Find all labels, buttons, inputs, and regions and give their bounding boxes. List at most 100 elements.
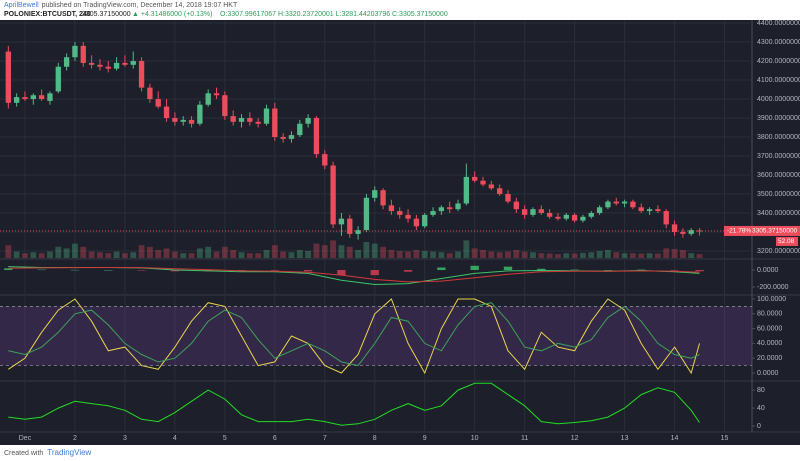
volume-bar [421, 250, 428, 258]
y-tick-label: 0 [757, 423, 761, 430]
volume-bar [446, 253, 453, 258]
volume-bar [230, 250, 237, 258]
candle-body [272, 108, 278, 138]
volume-bar [113, 251, 120, 258]
candle-body [413, 218, 420, 227]
y-tick-label: 4400.00000000 [757, 20, 800, 27]
volume-bar [105, 253, 112, 258]
histogram-bar [603, 270, 613, 271]
histogram-bar [70, 269, 80, 271]
x-tick-label: 14 [671, 435, 679, 442]
candle-body [355, 230, 361, 234]
volume-bar [388, 250, 395, 258]
author[interactable]: AprilBewell [4, 2, 39, 9]
y-tick-label: 3200.00000000 [757, 248, 800, 255]
indicator-line [8, 266, 700, 283]
price-tag-box [724, 225, 800, 236]
x-tick-label: 15 [721, 435, 729, 442]
volume-bar [205, 246, 212, 258]
candle-body [605, 201, 611, 208]
x-tick-label: 7 [323, 435, 327, 442]
volume-bar [463, 240, 470, 258]
volume-bar [588, 252, 595, 258]
volume-bar [438, 252, 445, 258]
candle-body [405, 214, 411, 219]
band [0, 306, 752, 366]
y-tick-label: 100.0000 [757, 296, 786, 303]
candle-body [347, 218, 353, 234]
histogram-bar [537, 268, 546, 271]
volume-bar [555, 254, 561, 258]
candle-body [688, 230, 694, 234]
x-tick-label: 2 [73, 435, 77, 442]
volume-bar [163, 248, 170, 258]
volume-bar [613, 252, 620, 258]
candle-body [538, 209, 544, 213]
volume-bar [255, 253, 262, 258]
histogram-bar [503, 266, 513, 271]
candle-body [163, 106, 170, 119]
volume-bar [246, 253, 253, 258]
candle-body [380, 190, 386, 206]
volume-bar [480, 250, 486, 258]
candle-body [213, 93, 220, 96]
x-tick-label: 13 [621, 435, 629, 442]
volume-bar [488, 251, 495, 258]
volume-bar [80, 246, 87, 258]
candle-body [197, 104, 203, 124]
candle-body [47, 93, 53, 101]
volume-bar [97, 252, 103, 258]
candle-body [588, 212, 594, 217]
candle-body [646, 209, 653, 212]
candle-body [680, 231, 686, 234]
volume-bar [88, 251, 95, 258]
volume-bar [405, 251, 411, 258]
histogram-bar [670, 270, 679, 271]
histogram-bar [637, 269, 646, 271]
candle-body [13, 97, 20, 103]
histogram-bar [37, 269, 46, 271]
candle-body [155, 99, 161, 107]
y-tick-label: 20.0000 [757, 355, 782, 362]
candle-body [555, 216, 561, 219]
y-tick-label: 80.0000 [757, 311, 782, 318]
histogram-bar [303, 270, 313, 272]
candle-body [488, 184, 495, 189]
candle-body [72, 45, 78, 58]
candle-body [247, 118, 253, 122]
volume-bar [5, 245, 12, 258]
candle-body [422, 214, 428, 227]
candle-body [313, 118, 320, 155]
volume-bar [471, 248, 478, 258]
volume-bar [430, 251, 436, 258]
y-tick-label: 4100.00000000 [757, 77, 800, 84]
volume-bar [47, 251, 53, 258]
volume-bar [296, 250, 303, 258]
volume-bar [221, 246, 228, 258]
histogram-bar [570, 269, 579, 271]
candle-body [330, 165, 336, 225]
y-tick-label: 3600.00000000 [757, 172, 800, 179]
candle-body [497, 188, 503, 194]
indicator-line [8, 302, 700, 367]
candle-body [671, 224, 678, 232]
x-tick-label: 4 [173, 435, 177, 442]
volume-bar [13, 251, 20, 258]
y-tick-label: 4000.00000000 [757, 96, 800, 103]
footer-brand[interactable]: TradingView [47, 448, 91, 457]
candle-body [130, 61, 136, 65]
y-tick-label: 0.0000 [757, 267, 779, 274]
candle-body [571, 214, 578, 221]
volume-bar [538, 253, 545, 258]
candle-body [505, 193, 511, 202]
histogram-bar [695, 270, 704, 272]
histogram-bar [337, 270, 346, 276]
candle-body [22, 97, 28, 100]
last-price: 3305.37150000 [82, 11, 131, 18]
volume-bar [505, 251, 511, 258]
y-tick-label: 4300.00000000 [757, 39, 800, 46]
volume-bar [363, 242, 370, 258]
y-tick-label: 40.0000 [757, 340, 782, 347]
volume-bar [122, 253, 128, 258]
volume-bar [679, 250, 686, 258]
